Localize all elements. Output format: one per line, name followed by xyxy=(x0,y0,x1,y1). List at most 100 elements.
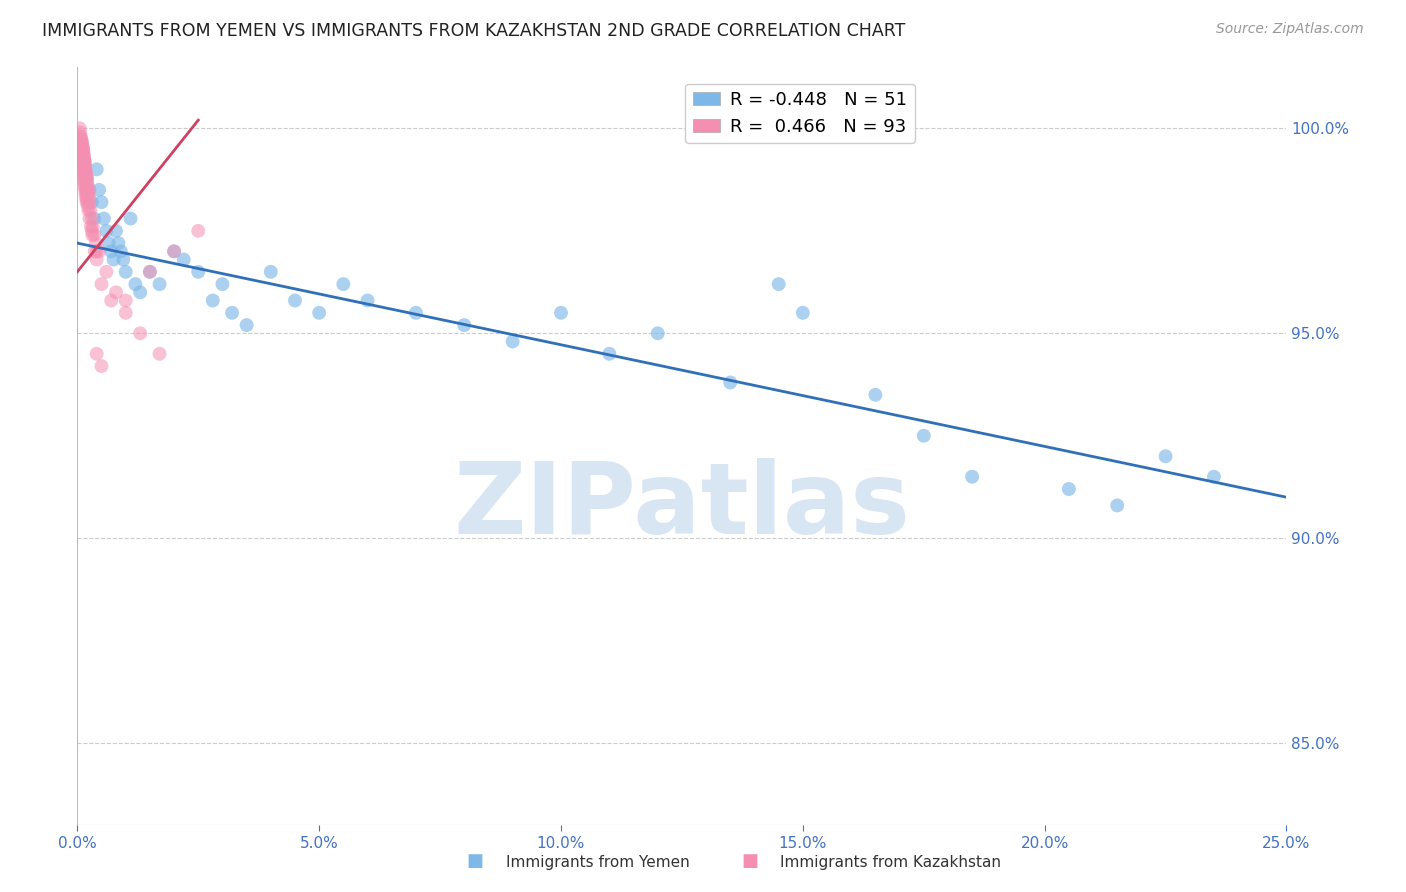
Point xyxy=(82,227,104,242)
Point xyxy=(1107,499,1129,513)
Point xyxy=(163,244,186,259)
Point xyxy=(72,144,94,158)
Point xyxy=(83,211,105,226)
Point xyxy=(405,306,427,320)
Text: Immigrants from Kazakhstan: Immigrants from Kazakhstan xyxy=(780,855,1001,870)
Text: IMMIGRANTS FROM YEMEN VS IMMIGRANTS FROM KAZAKHSTAN 2ND GRADE CORRELATION CHART: IMMIGRANTS FROM YEMEN VS IMMIGRANTS FROM… xyxy=(42,22,905,40)
Point xyxy=(90,359,112,373)
Point xyxy=(86,252,108,267)
Point xyxy=(129,326,152,341)
Point xyxy=(76,170,98,185)
Point xyxy=(75,183,97,197)
Point xyxy=(110,244,132,259)
Point xyxy=(72,145,94,160)
Point xyxy=(76,172,98,186)
Point xyxy=(73,178,96,193)
Point xyxy=(77,185,100,199)
Point xyxy=(75,169,97,183)
Text: Source: ZipAtlas.com: Source: ZipAtlas.com xyxy=(1216,22,1364,37)
Point xyxy=(79,203,101,218)
Point xyxy=(72,162,94,177)
Point xyxy=(308,306,330,320)
Point xyxy=(72,142,94,156)
Point xyxy=(69,137,91,152)
Point xyxy=(69,137,91,152)
Point xyxy=(284,293,307,308)
Point xyxy=(90,195,112,210)
Point xyxy=(598,347,620,361)
Point xyxy=(72,148,94,162)
Point xyxy=(100,293,122,308)
Point xyxy=(70,158,93,172)
Point xyxy=(75,175,97,189)
Point xyxy=(70,142,93,156)
Point xyxy=(96,265,118,279)
Point xyxy=(77,191,100,205)
Point xyxy=(76,191,98,205)
Point xyxy=(453,318,475,332)
Point xyxy=(768,277,790,292)
Point xyxy=(73,154,96,169)
Point xyxy=(73,156,96,170)
Point xyxy=(1057,482,1080,496)
Point xyxy=(550,306,572,320)
Point xyxy=(69,134,91,148)
Point xyxy=(105,285,128,300)
Point xyxy=(173,252,195,267)
Point xyxy=(1154,449,1177,463)
Point xyxy=(72,166,94,180)
Text: ZIPatlas: ZIPatlas xyxy=(454,458,910,555)
Point xyxy=(84,236,107,251)
Point xyxy=(70,137,93,152)
Point xyxy=(114,306,136,320)
Point xyxy=(72,142,94,156)
Point xyxy=(69,129,91,144)
Point xyxy=(69,129,91,144)
Point xyxy=(76,181,98,195)
Point xyxy=(114,293,136,308)
Point xyxy=(1202,469,1225,483)
Point xyxy=(77,186,100,201)
Point xyxy=(80,224,103,238)
Point xyxy=(77,199,100,213)
Point xyxy=(187,265,209,279)
Point xyxy=(76,195,98,210)
Point xyxy=(80,195,103,210)
Point xyxy=(75,186,97,201)
Point xyxy=(107,236,129,251)
Point xyxy=(70,134,93,148)
Point xyxy=(112,252,135,267)
Point xyxy=(73,175,96,189)
Point xyxy=(235,318,257,332)
Point xyxy=(75,178,97,193)
Point xyxy=(82,219,104,234)
Point xyxy=(211,277,233,292)
Point xyxy=(75,161,97,175)
Point xyxy=(70,150,93,164)
Point xyxy=(75,166,97,180)
Point xyxy=(73,154,96,169)
Point xyxy=(79,183,101,197)
Point xyxy=(260,265,283,279)
Point xyxy=(70,145,93,160)
Point xyxy=(80,211,103,226)
Point xyxy=(148,277,170,292)
Point xyxy=(73,150,96,164)
Point xyxy=(70,150,93,164)
Point xyxy=(83,227,105,242)
Point xyxy=(93,211,115,226)
Point xyxy=(76,175,98,189)
Point xyxy=(718,376,741,390)
Point xyxy=(75,162,97,177)
Point xyxy=(332,277,354,292)
Point xyxy=(72,140,94,154)
Point xyxy=(76,186,98,201)
Point xyxy=(69,142,91,156)
Point xyxy=(80,219,103,234)
Point xyxy=(356,293,378,308)
Point xyxy=(960,469,983,483)
Point xyxy=(221,306,243,320)
Point xyxy=(139,265,162,279)
Point xyxy=(72,158,94,172)
Point xyxy=(76,195,98,210)
